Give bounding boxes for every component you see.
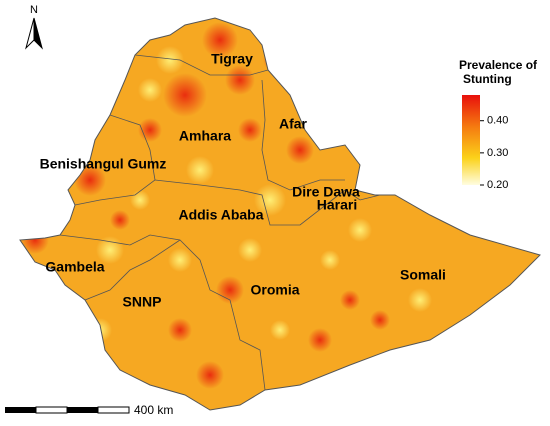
legend-tick-label: 0.40 <box>487 115 508 127</box>
scale-label: 400 km <box>134 403 173 417</box>
region-label: Gambela <box>45 259 104 275</box>
region-label: SNNP <box>123 294 162 310</box>
region-label: Oromia <box>250 282 299 298</box>
legend-title: Prevalence of <box>459 58 538 72</box>
scale-bar: 400 km <box>5 403 173 417</box>
region-label: Somali <box>400 267 446 283</box>
north-arrow: N <box>25 4 43 50</box>
north-label: N <box>30 4 38 16</box>
region-label: Amhara <box>179 128 231 144</box>
region-label: Afar <box>279 116 308 132</box>
legend-title: Stunting <box>463 72 512 86</box>
region-label: Tigray <box>211 51 253 67</box>
legend-tick-label: 0.30 <box>487 147 508 159</box>
region-label: Addis Ababa <box>178 207 263 223</box>
region-label: Harari <box>317 197 357 213</box>
legend: Prevalence of Stunting 0.40 0.30 0.20 <box>459 58 538 191</box>
region-labels: Tigray Afar Amhara Benishangul Gumz Dire Daw… <box>40 51 446 310</box>
legend-tick-label: 0.20 <box>487 179 508 191</box>
color-bar <box>462 95 480 185</box>
region-label: Dire Dawa <box>292 184 360 200</box>
region-borders <box>59 54 381 391</box>
region-label: Benishangul Gumz <box>40 156 167 172</box>
